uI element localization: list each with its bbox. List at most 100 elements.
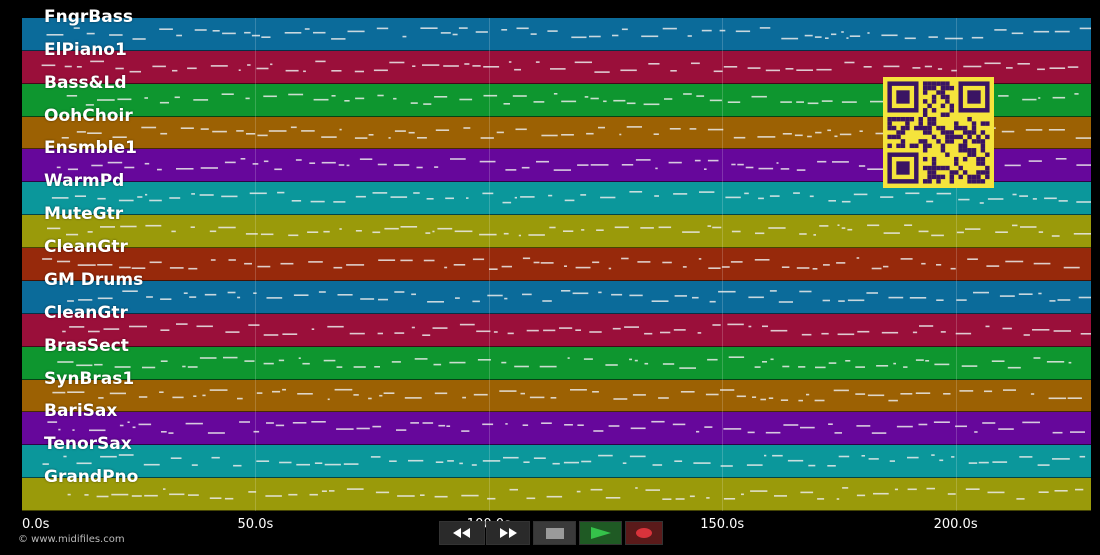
note: [841, 201, 851, 203]
track-separator: [22, 279, 1091, 281]
track-separator: [22, 477, 1091, 479]
track-lane[interactable]: [22, 412, 1091, 446]
note: [327, 398, 330, 400]
note: [450, 158, 466, 161]
track-lane[interactable]: [22, 445, 1091, 479]
note: [402, 35, 407, 38]
note: [533, 100, 545, 103]
record-icon: [636, 528, 652, 538]
note: [496, 131, 504, 133]
note: [321, 490, 327, 493]
note: [549, 226, 556, 229]
note: [622, 462, 627, 465]
track-lane[interactable]: [22, 215, 1091, 249]
note: [536, 161, 549, 163]
note: [473, 393, 488, 396]
note: [762, 325, 768, 327]
note: [159, 28, 173, 30]
track-lane[interactable]: [22, 280, 1091, 314]
note: [489, 268, 498, 271]
note: [389, 460, 397, 463]
note: [839, 133, 852, 135]
track-lane[interactable]: [22, 18, 1091, 51]
note: [1001, 130, 1015, 132]
note: [708, 267, 721, 270]
track-lane[interactable]: [22, 248, 1091, 281]
note: [542, 300, 552, 302]
note: [653, 132, 659, 135]
note: [594, 71, 610, 73]
note: [1070, 431, 1085, 434]
track-lane[interactable]: [22, 379, 1091, 413]
note: [815, 366, 826, 368]
note: [787, 460, 804, 462]
note: [1054, 30, 1070, 33]
note: [190, 226, 195, 229]
note: [379, 394, 383, 397]
note: [377, 164, 387, 166]
note: [459, 462, 463, 465]
track-label: MuteGtr: [44, 204, 124, 225]
stop-button[interactable]: [533, 521, 576, 545]
note: [859, 129, 863, 132]
note: [51, 197, 69, 200]
note: [372, 231, 381, 234]
piano-roll[interactable]: [22, 18, 1091, 511]
note: [249, 192, 267, 195]
note: [480, 136, 494, 139]
note: [682, 231, 700, 234]
note: [333, 201, 346, 204]
note: [772, 455, 783, 457]
note: [754, 365, 761, 368]
note: [446, 425, 451, 428]
rewind-button[interactable]: [439, 521, 485, 545]
note: [812, 268, 818, 270]
track-separator: [22, 115, 1091, 117]
note: [293, 294, 309, 296]
note: [499, 389, 517, 392]
note: [454, 230, 473, 233]
fast-forward-icon: [500, 528, 517, 538]
track-lane[interactable]: [22, 346, 1091, 380]
note: [660, 331, 671, 334]
note: [477, 358, 491, 361]
note: [1018, 293, 1033, 295]
note: [224, 162, 236, 164]
fast-forward-button[interactable]: [486, 521, 530, 545]
note: [861, 455, 865, 457]
note: [459, 323, 475, 326]
note: [816, 68, 832, 71]
note: [832, 161, 849, 164]
note: [174, 96, 180, 98]
track-separator: [22, 82, 1091, 84]
track-lane[interactable]: [22, 313, 1091, 347]
note: [563, 230, 574, 233]
note: [42, 258, 53, 260]
note: [103, 328, 120, 330]
note: [265, 495, 282, 497]
note: [56, 167, 61, 169]
note: [1033, 262, 1051, 265]
note: [84, 494, 89, 496]
note: [828, 200, 836, 202]
note: [541, 134, 558, 136]
note: [733, 136, 746, 139]
note: [965, 488, 980, 491]
note: [503, 233, 509, 235]
note: [888, 399, 898, 401]
note: [223, 356, 238, 359]
note: [782, 132, 792, 135]
note: [353, 365, 366, 368]
track-lane[interactable]: [22, 478, 1091, 511]
note: [866, 292, 878, 294]
note: [256, 460, 270, 463]
note: [698, 258, 702, 260]
record-button[interactable]: [625, 521, 663, 545]
note: [433, 363, 442, 366]
note: [577, 164, 589, 167]
note: [629, 294, 643, 297]
note: [590, 164, 609, 167]
note: [189, 296, 197, 298]
play-button[interactable]: [579, 521, 622, 545]
note: [612, 327, 621, 330]
